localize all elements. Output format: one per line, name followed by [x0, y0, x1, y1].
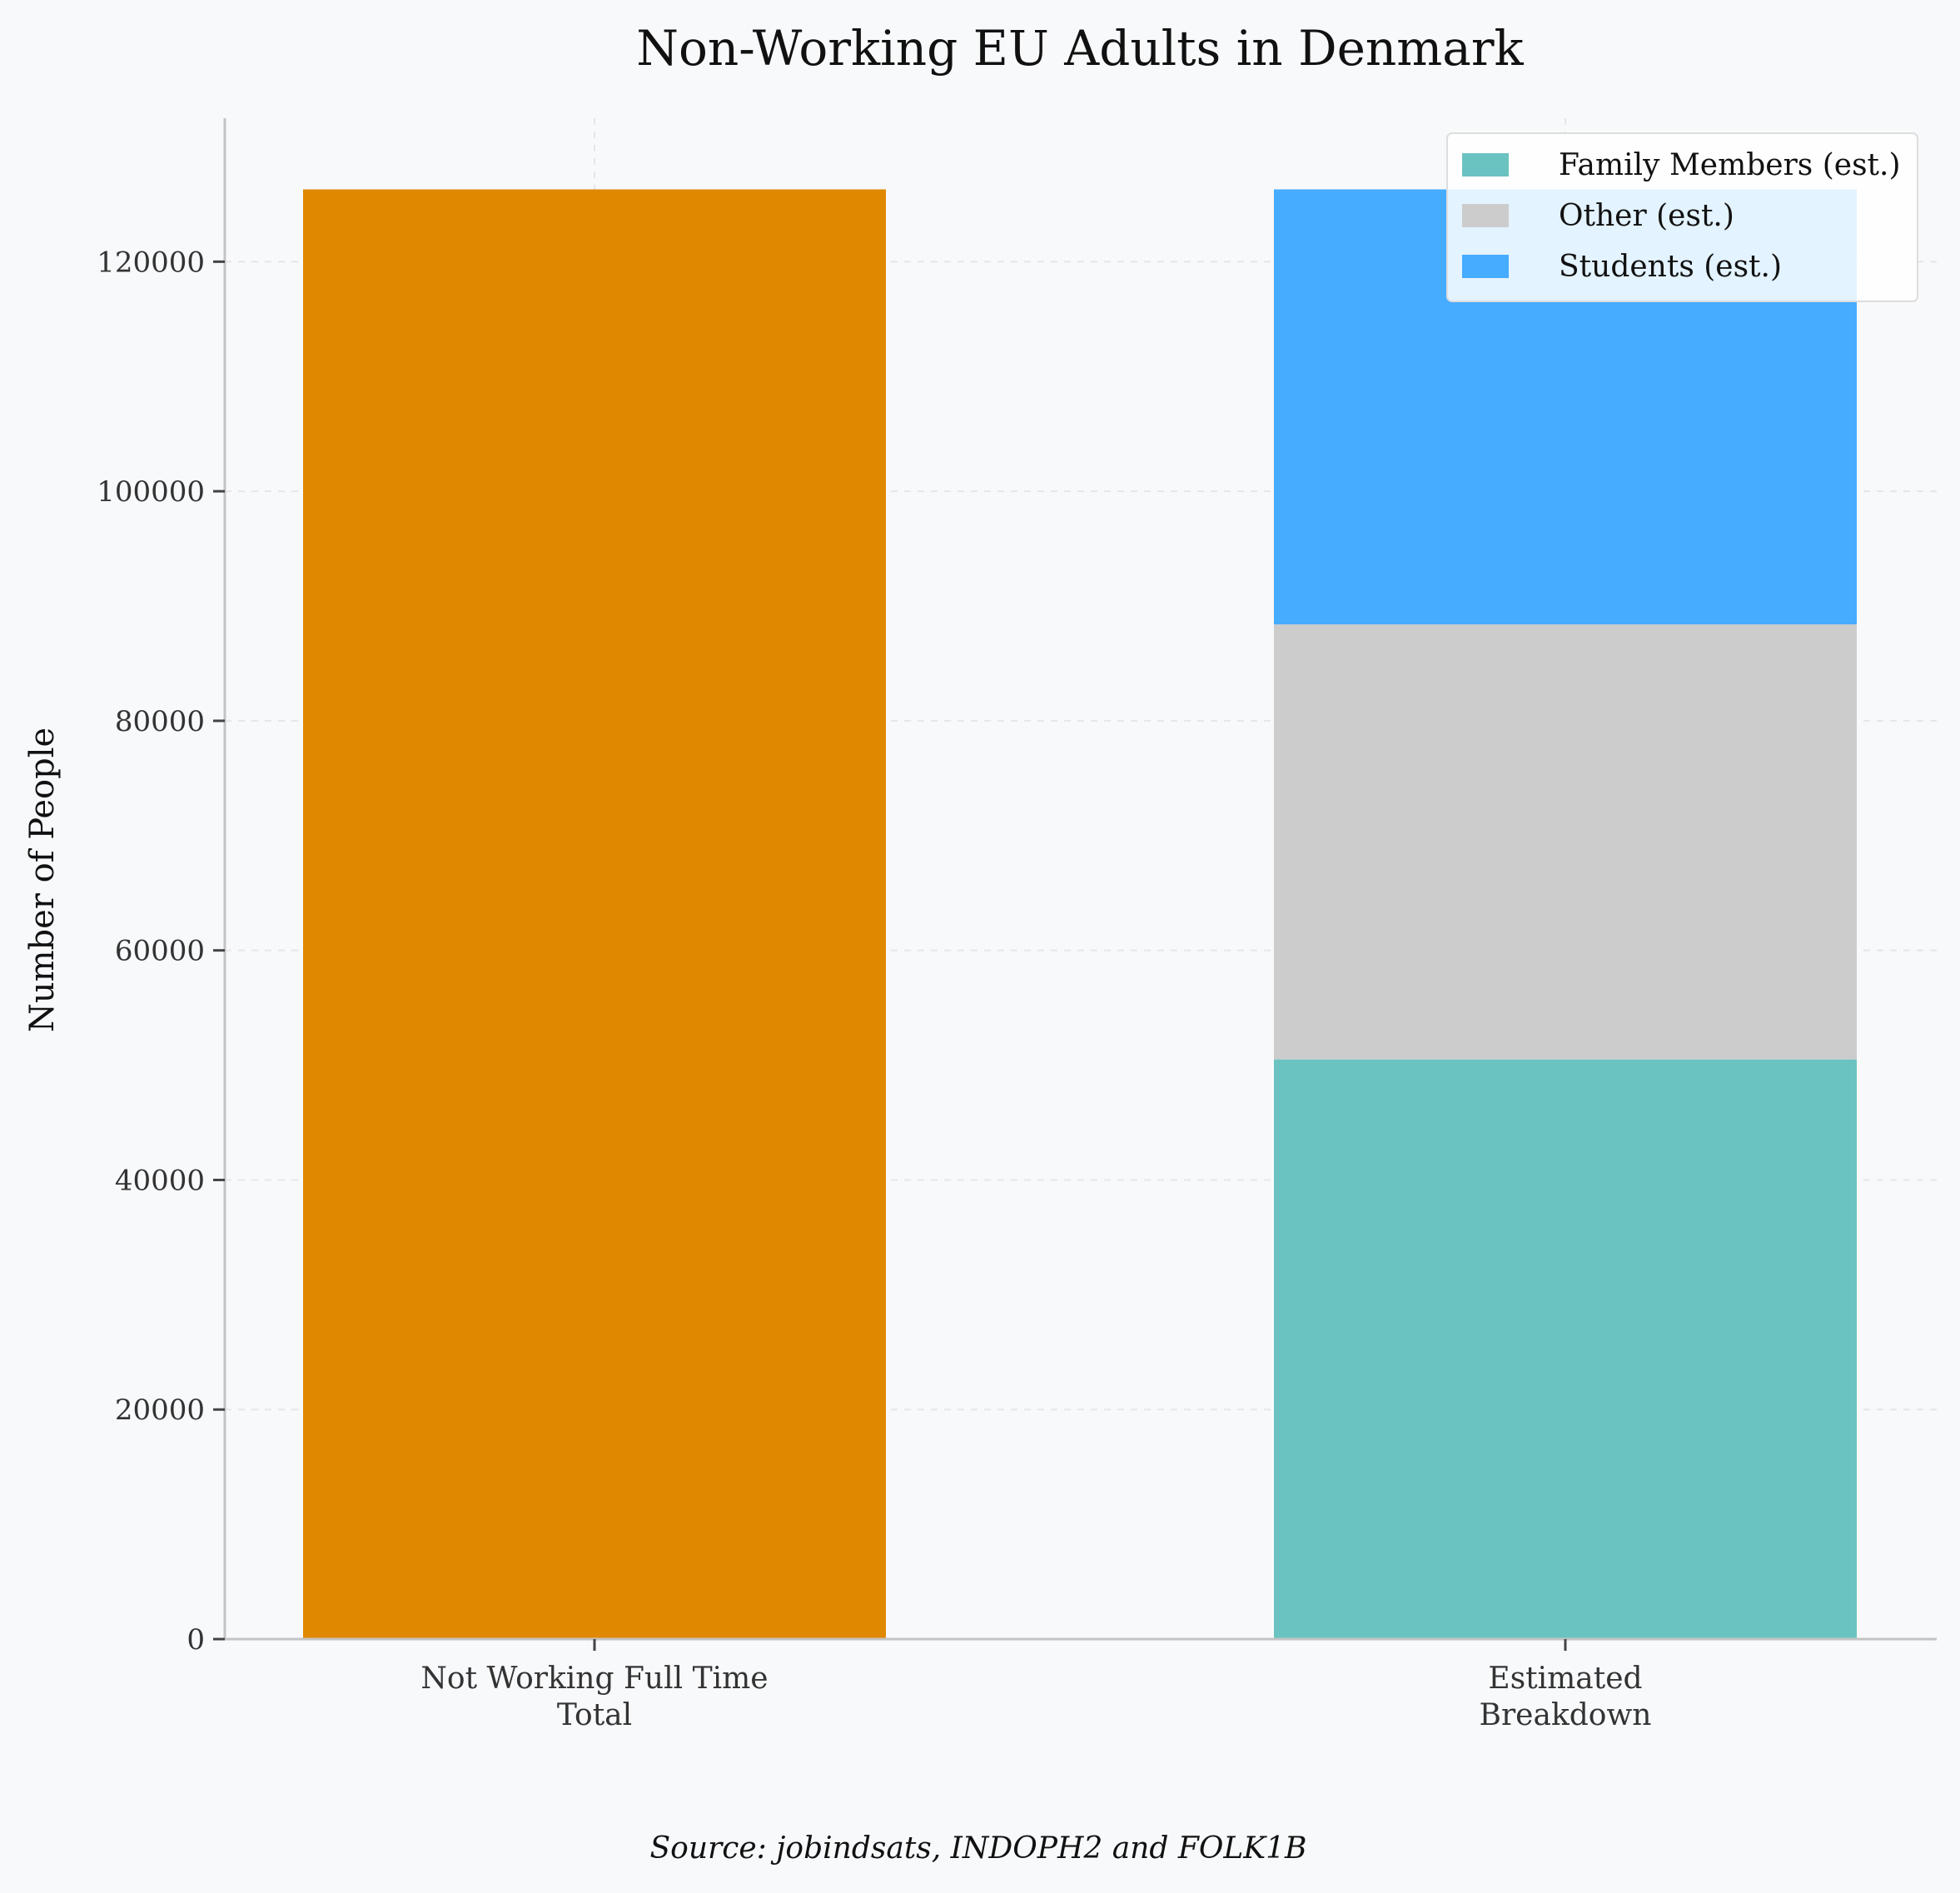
y-tick-label-5: 100000	[97, 475, 205, 509]
bar-total	[303, 189, 886, 1640]
legend-swatch-0	[1462, 153, 1509, 176]
legend-swatch-1	[1462, 204, 1509, 227]
legend-label-0: Family Members (est.)	[1559, 148, 1901, 182]
legend-label-1: Other (est.)	[1559, 199, 1734, 233]
chart-title: Non-Working EU Adults in Denmark	[636, 20, 1524, 77]
y-tick-label-0: 0	[187, 1623, 205, 1657]
axes	[223, 118, 1937, 1641]
source-note: Source: jobindsats, INDOPH2 and FOLK1B	[649, 1831, 1306, 1866]
legend: Family Members (est.) Other (est.) Student…	[1446, 132, 1918, 302]
x-tick-label-line: Not Working Full Time	[420, 1662, 768, 1696]
legend-swatch-2	[1462, 255, 1509, 278]
x-tick-label-line: Breakdown	[1480, 1698, 1652, 1732]
y-tick-label-2: 40000	[115, 1164, 205, 1197]
x-ticks: Not Working Full Time Total Estimated Break…	[420, 1639, 1651, 1732]
x-tick-label-0: Not Working Full Time Total	[420, 1662, 768, 1732]
y-tick-label-3: 60000	[115, 935, 205, 968]
y-axis-label: Number of People	[23, 728, 62, 1032]
bars	[303, 189, 1857, 1640]
y-tick-label-4: 80000	[115, 705, 205, 738]
x-tick-label-line: Estimated	[1488, 1662, 1642, 1696]
bar-segment-1	[1274, 624, 1857, 1060]
y-tick-label-1: 20000	[115, 1394, 205, 1427]
bar-segment-0	[1274, 1059, 1857, 1639]
x-tick-label-1: Estimated Breakdown	[1480, 1662, 1652, 1732]
legend-box	[1446, 132, 1918, 302]
x-tick-label-line: Total	[557, 1698, 632, 1732]
y-ticks: 0 20000 40000 60000 80000 100000 120000	[97, 246, 225, 1657]
y-tick-label-6: 120000	[97, 246, 205, 279]
legend-label-2: Students (est.)	[1559, 250, 1782, 284]
